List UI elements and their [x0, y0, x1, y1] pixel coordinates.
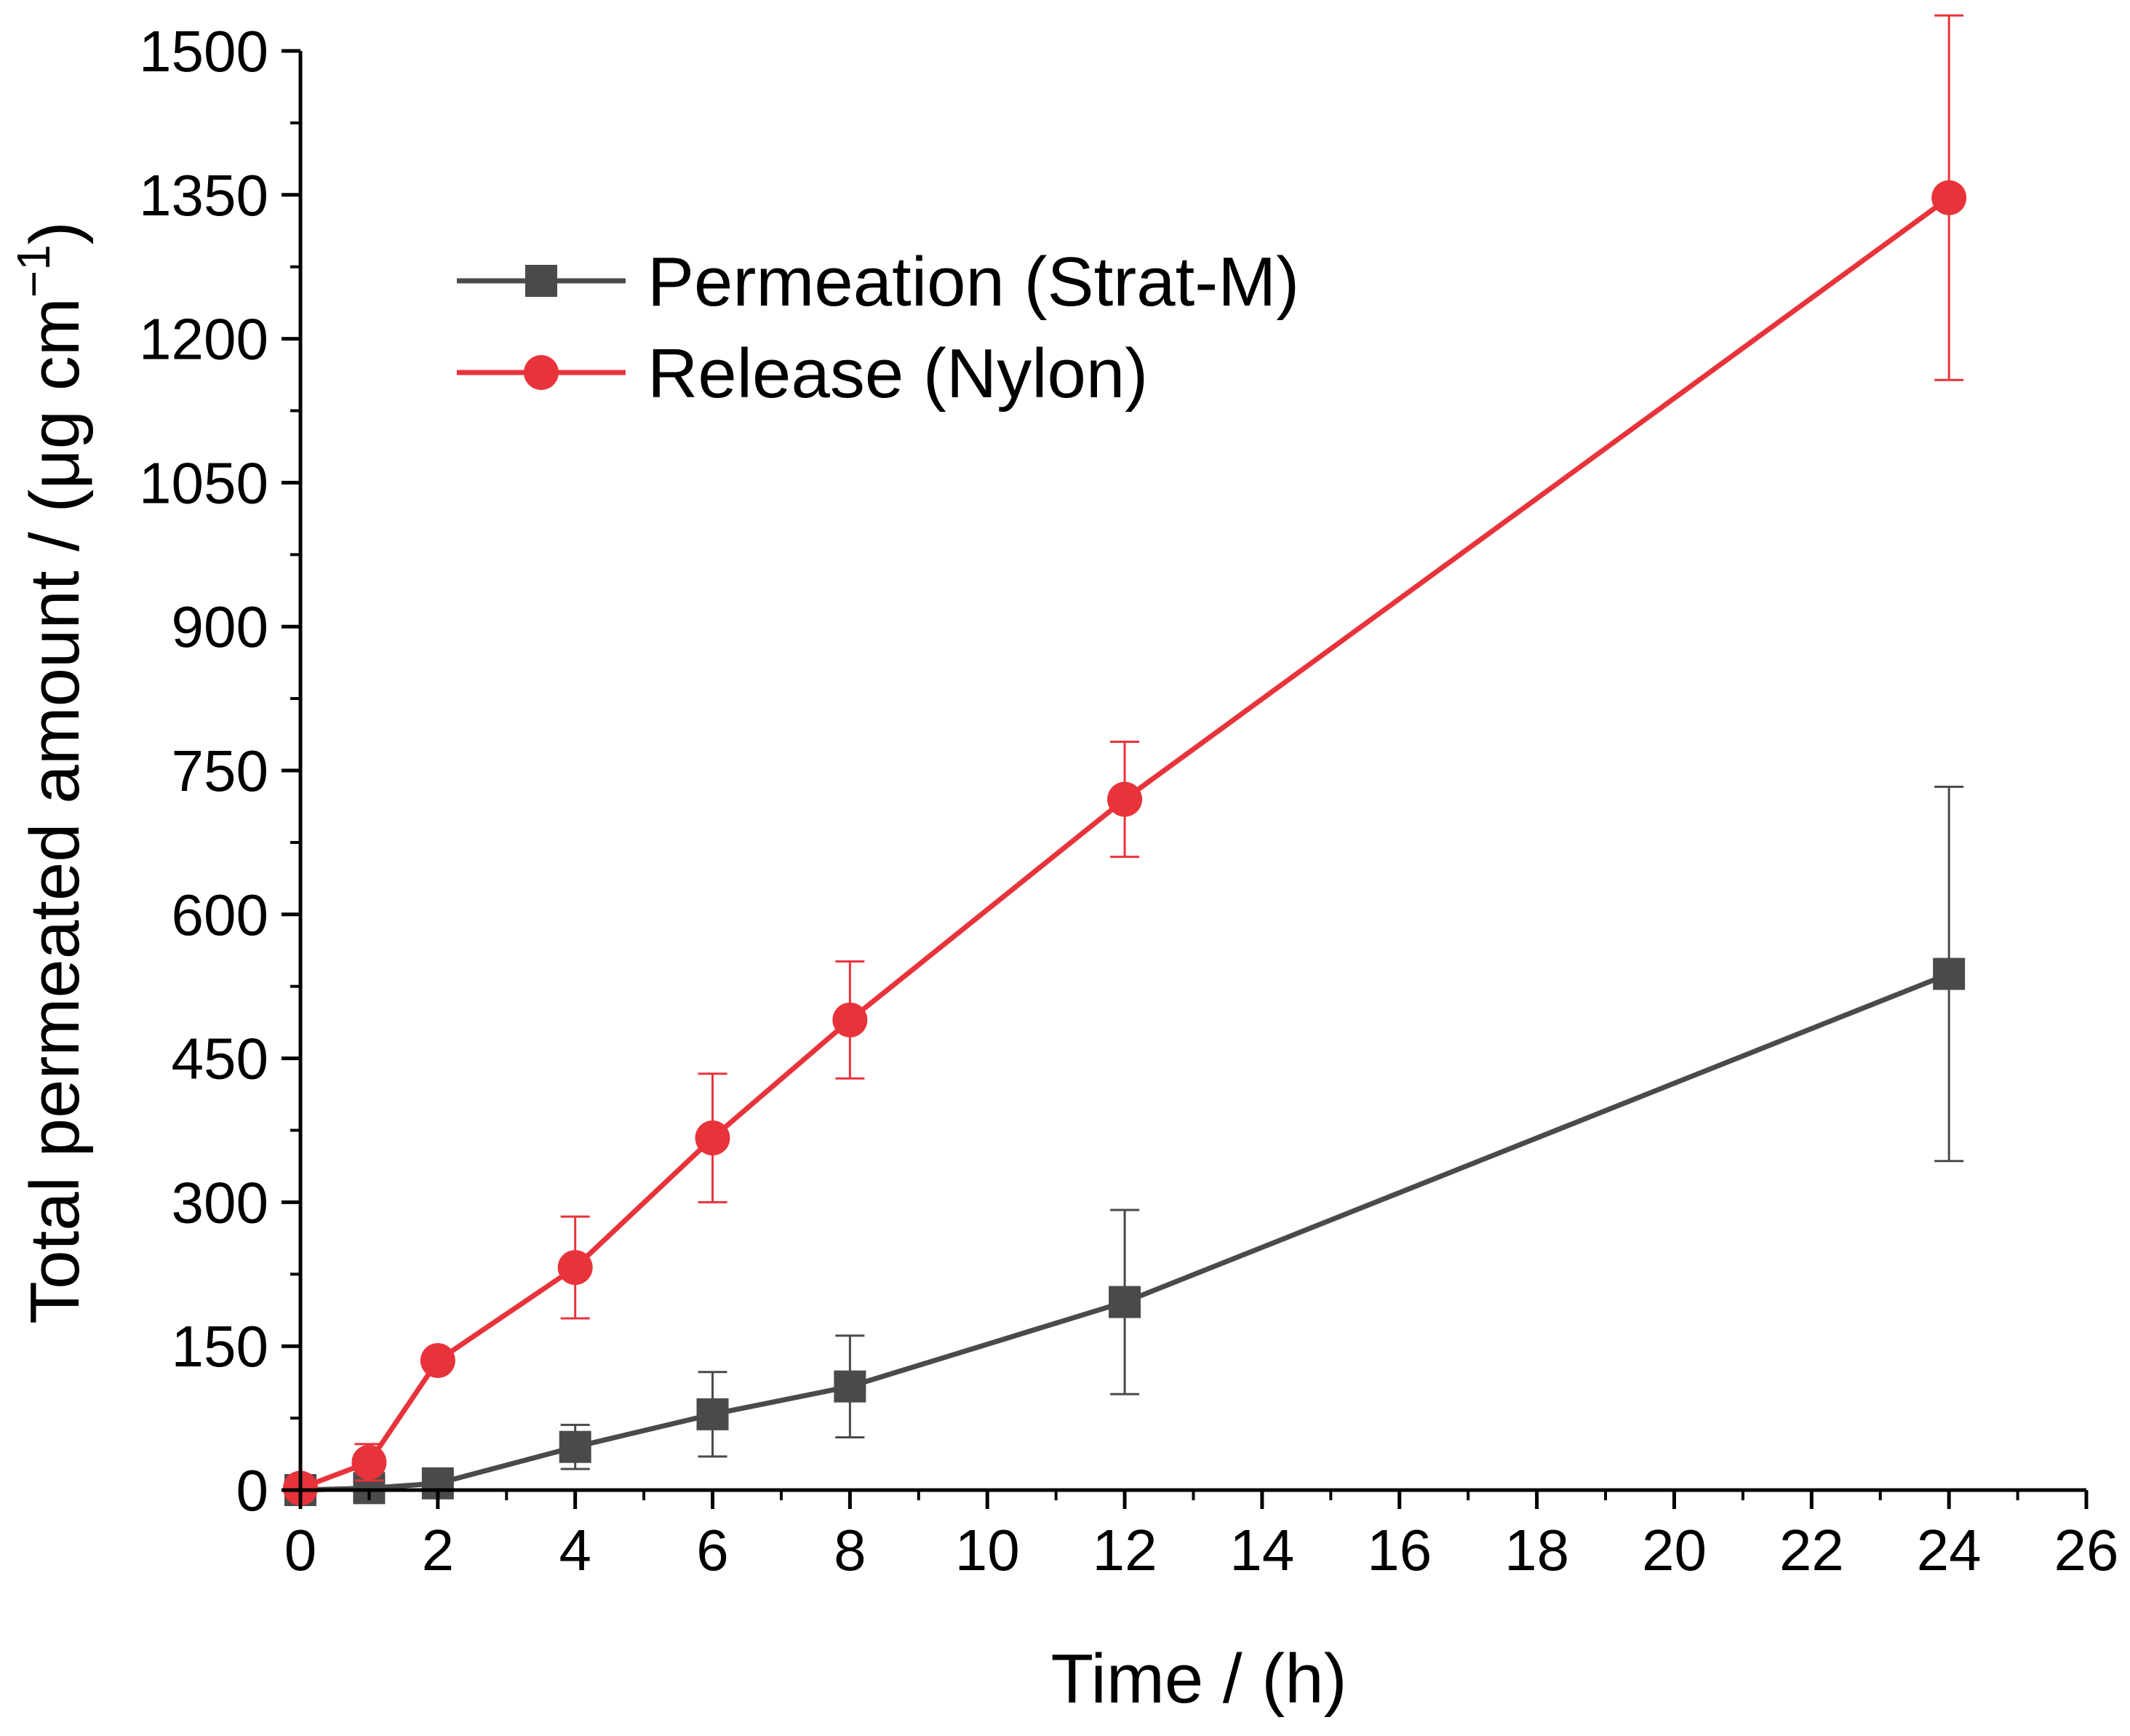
x-tick-label: 20: [1642, 1518, 1707, 1582]
x-tick-label: 4: [559, 1518, 591, 1582]
y-axis-title-superscript: −1: [7, 244, 60, 298]
series-release: [283, 14, 1967, 1506]
y-tick-label: 0: [236, 1458, 269, 1523]
y-axis-title-close: ): [16, 221, 94, 244]
legend-marker-permeation: [525, 265, 557, 297]
data-point: [557, 1250, 593, 1286]
data-point: [1107, 781, 1143, 817]
legend-label-permeation: Permeation (Strat-M): [647, 243, 1299, 321]
y-tick-label: 1500: [139, 19, 268, 84]
x-tick-label: 22: [1779, 1518, 1844, 1582]
y-axis-title: Total permeated amount / (μg cm−1): [7, 221, 94, 1324]
data-point: [696, 1398, 729, 1430]
x-tick-label: 0: [284, 1518, 317, 1582]
data-point: [1933, 957, 1966, 990]
data-point: [832, 1002, 868, 1038]
x-tick-label: 14: [1229, 1518, 1294, 1582]
y-tick-label: 1350: [139, 163, 268, 228]
axes: 0 2 4 6 8 10 12 14 16 18 20 22 24 2601503004506007509…: [139, 19, 2118, 1582]
y-tick-label: 450: [172, 1027, 268, 1091]
data-point: [420, 1342, 455, 1378]
x-tick-label: 6: [696, 1518, 729, 1582]
series-permeation: [284, 785, 1966, 1506]
x-tick-label: 18: [1504, 1518, 1569, 1582]
x-tick-label: 2: [422, 1518, 455, 1582]
y-tick-label: 300: [172, 1170, 268, 1235]
y-tick-label: 150: [172, 1314, 268, 1379]
data-point: [834, 1370, 866, 1403]
legend-entry-release: Release (Nylon): [457, 335, 1148, 413]
y-tick-label: 1050: [139, 450, 268, 515]
x-tick-label: 8: [834, 1518, 866, 1582]
x-tick-label: 26: [2054, 1518, 2119, 1582]
legend: Permeation (Strat-M) Release (Nylon): [457, 243, 1299, 413]
y-tick-label: 750: [172, 738, 268, 803]
legend-label-release: Release (Nylon): [647, 335, 1148, 413]
legend-entry-permeation: Permeation (Strat-M): [457, 243, 1299, 321]
data-point: [559, 1430, 591, 1463]
legend-marker-release: [524, 355, 559, 390]
y-tick-label: 600: [172, 883, 268, 947]
x-tick-label: 12: [1093, 1518, 1157, 1582]
data-point: [1931, 180, 1967, 215]
y-axis-title-main: Total permeated amount / (μg cm: [16, 298, 94, 1324]
y-tick-label: 900: [172, 594, 268, 659]
data-point: [351, 1444, 387, 1480]
data-point: [1109, 1286, 1141, 1318]
series-line: [299, 195, 1951, 1491]
x-tick-label: 24: [1917, 1518, 1982, 1582]
x-tick-label: 10: [955, 1518, 1020, 1582]
y-tick-label: 1200: [139, 307, 268, 372]
x-axis-title: Time / (h): [1050, 1640, 1347, 1718]
x-tick-label: 16: [1367, 1518, 1432, 1582]
plot-area: [283, 14, 1967, 1506]
data-point: [695, 1120, 730, 1156]
